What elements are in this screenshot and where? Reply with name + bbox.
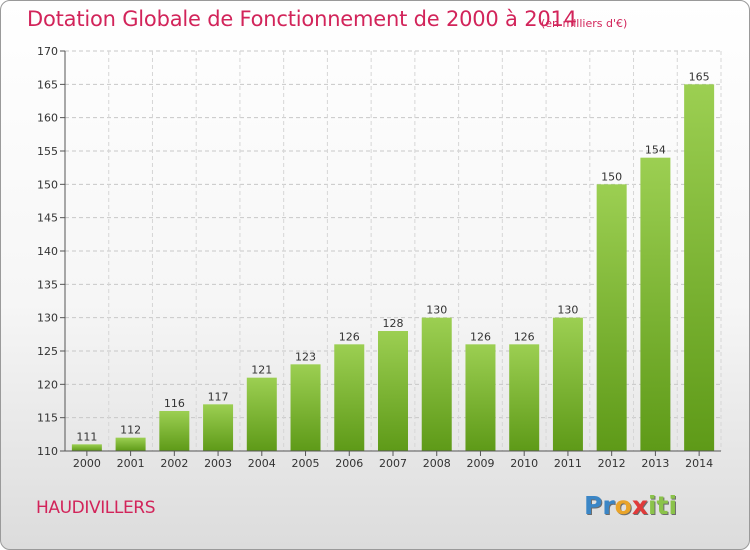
bar <box>378 331 408 451</box>
x-tick-label: 2002 <box>160 457 188 470</box>
bar <box>640 157 671 451</box>
bar-value-label: 130 <box>557 304 578 317</box>
bar-value-label: 112 <box>120 424 141 437</box>
x-tick-label: 2009 <box>466 457 494 470</box>
proxiti-logo: Proxiti <box>584 491 677 520</box>
y-tick-label: 140 <box>37 245 58 258</box>
y-tick-label: 170 <box>37 45 58 58</box>
bar <box>684 84 715 451</box>
bar <box>203 404 234 451</box>
y-tick-label: 115 <box>37 412 58 425</box>
bar <box>465 344 496 451</box>
x-tick-label: 2003 <box>204 457 232 470</box>
logo-part: o <box>614 491 632 520</box>
x-tick-label: 2012 <box>598 457 626 470</box>
bar <box>596 184 627 452</box>
y-tick-label: 155 <box>37 145 58 158</box>
x-tick-label: 2008 <box>423 457 451 470</box>
bar <box>71 444 102 451</box>
logo-part: Pr <box>584 491 615 520</box>
y-tick-label: 130 <box>37 312 58 325</box>
bar <box>115 437 146 451</box>
bar <box>334 344 365 451</box>
logo-part: iti <box>647 491 678 520</box>
y-tick-label: 145 <box>37 212 58 225</box>
bar-value-label: 165 <box>689 70 710 83</box>
bar-value-label: 126 <box>514 330 535 343</box>
bar <box>552 317 583 451</box>
bar <box>421 317 452 451</box>
bar-value-label: 128 <box>383 317 404 330</box>
y-tick-label: 135 <box>37 278 58 291</box>
bar-value-label: 111 <box>76 430 97 443</box>
logo-part: x <box>631 491 648 520</box>
bar-value-label: 117 <box>208 390 229 403</box>
bar-value-label: 126 <box>470 330 491 343</box>
bar-value-label: 126 <box>339 330 360 343</box>
bar <box>509 344 540 451</box>
x-tick-label: 2004 <box>248 457 276 470</box>
x-tick-label: 2000 <box>73 457 101 470</box>
bars: 111 112 116 117 121 123 126 128 130 126 126 130 150 1… <box>71 70 715 452</box>
bar <box>290 364 321 451</box>
y-tick-label: 120 <box>37 378 58 391</box>
x-tick-label: 2007 <box>379 457 407 470</box>
y-tick-label: 110 <box>37 445 58 458</box>
x-tick-label: 2011 <box>554 457 582 470</box>
bar-value-label: 123 <box>295 350 316 363</box>
y-tick-label: 125 <box>37 345 58 358</box>
x-tick-label: 2001 <box>117 457 145 470</box>
commune-name: HAUDIVILLERS <box>36 498 156 518</box>
bar-value-label: 116 <box>164 397 185 410</box>
x-tick-label: 2005 <box>292 457 320 470</box>
chart-subtitle: (en milliers d'€) <box>541 17 628 30</box>
y-tick-label: 160 <box>37 112 58 125</box>
bar-value-label: 154 <box>645 144 666 157</box>
bar-value-label: 150 <box>601 170 622 183</box>
x-tick-label: 2006 <box>335 457 363 470</box>
bar-value-label: 130 <box>426 304 447 317</box>
y-tick-label: 165 <box>37 78 58 91</box>
bar-value-label: 121 <box>251 364 272 377</box>
x-tick-label: 2013 <box>641 457 669 470</box>
x-tick-label: 2010 <box>510 457 538 470</box>
bar <box>246 377 277 451</box>
axes: 110 115 120 125 130 135 140 145 150 155 160 165 170 2… <box>37 45 721 470</box>
chart-title: Dotation Globale de Fonctionnement de 20… <box>27 7 577 31</box>
bar <box>159 411 190 451</box>
x-tick-label: 2014 <box>685 457 713 470</box>
y-tick-label: 150 <box>37 178 58 191</box>
